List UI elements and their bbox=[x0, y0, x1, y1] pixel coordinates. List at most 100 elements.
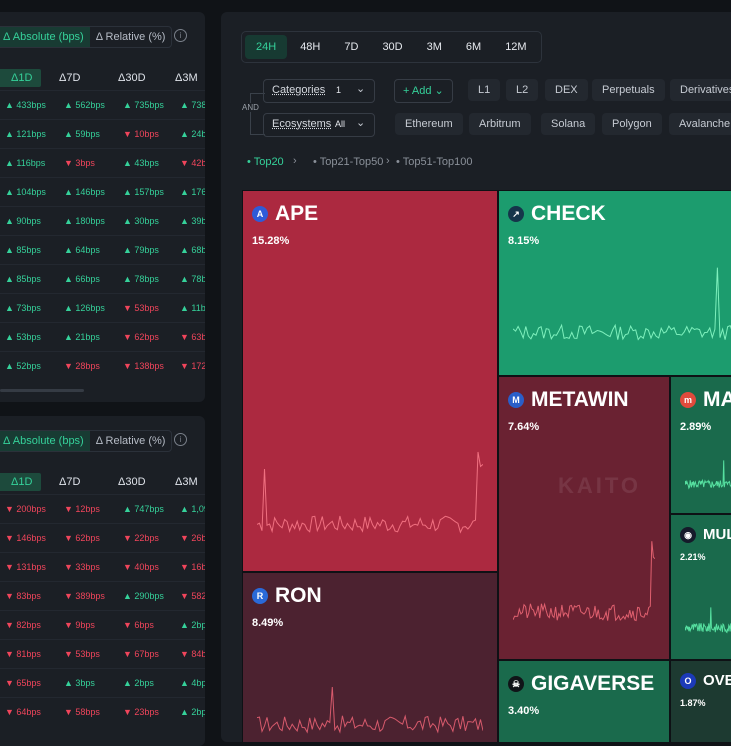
table-row: ▲ 104bps ▲ 146bps ▲ 157bps ▲ 176 bbox=[0, 177, 205, 207]
delta-cell: ▲ 126bps bbox=[64, 303, 105, 313]
category-chip-l1[interactable]: L1 bbox=[468, 79, 501, 101]
categories-count: 1 bbox=[336, 85, 342, 95]
column-header-3[interactable]: Δ3M bbox=[175, 476, 198, 488]
treemap-tile-check[interactable]: ↗ CHECK 8.15% bbox=[498, 190, 731, 376]
treemap-tile-gigaverse[interactable]: ☠ GIGAVERSE 3.40% bbox=[498, 660, 670, 742]
category-chip-l2[interactable]: L2 bbox=[506, 79, 539, 101]
delta-cell: ▲ 11b bbox=[180, 303, 205, 313]
delta-mode-toggle[interactable]: Δ Absolute (bps) Δ Relative (%) bbox=[0, 430, 173, 452]
column-header-2[interactable]: Δ30D bbox=[118, 476, 146, 488]
treemap-tile-ron[interactable]: R RON 8.49% bbox=[242, 572, 498, 742]
info-icon[interactable]: i bbox=[174, 29, 187, 42]
delta-cell: ▼ 23bps bbox=[123, 707, 159, 717]
delta-mode-toggle[interactable]: Δ Absolute (bps) Δ Relative (%) bbox=[0, 26, 173, 48]
category-chip-derivatives[interactable]: Derivatives bbox=[670, 79, 731, 101]
gigaverse-icon: ☠ bbox=[508, 676, 524, 692]
absolute-bps-toggle[interactable]: Δ Absolute (bps) bbox=[0, 27, 90, 47]
info-icon[interactable]: i bbox=[174, 433, 187, 446]
column-header-0[interactable]: Δ1D bbox=[0, 473, 41, 491]
treemap-tile-ove[interactable]: O OVE 1.87% bbox=[670, 660, 731, 742]
ecosystem-chip-avalanche[interactable]: Avalanche bbox=[669, 113, 731, 135]
relative-pct-toggle[interactable]: Δ Relative (%) bbox=[95, 435, 166, 447]
chevron-right-icon: › bbox=[293, 155, 297, 167]
delta-cell: ▲ 78bps bbox=[123, 274, 159, 284]
ecosystem-chip-arbitrum[interactable]: Arbitrum bbox=[469, 113, 531, 135]
absolute-bps-toggle[interactable]: Δ Absolute (bps) bbox=[0, 431, 90, 451]
treemap-tile-ma[interactable]: m MA 2.89% bbox=[670, 376, 731, 514]
delta-cell: ▼ 6bps bbox=[123, 620, 154, 630]
timeframe-6m[interactable]: 6M bbox=[465, 41, 482, 53]
table-row: ▼ 146bps ▼ 62bps ▼ 22bps ▼ 26b bbox=[0, 523, 205, 553]
category-chip-dex[interactable]: DEX bbox=[545, 79, 588, 101]
delta-cell: ▲ 104bps bbox=[5, 187, 46, 197]
treemap-tile-ape[interactable]: A APE 15.28% bbox=[242, 190, 498, 572]
timeframe-12m[interactable]: 12M bbox=[505, 41, 527, 53]
ecosystems-dropdown[interactable]: Ecosystems All ⌄ bbox=[263, 113, 375, 137]
delta-cell: ▲ 52bps bbox=[5, 361, 41, 371]
table-row: ▲ 53bps ▲ 21bps ▼ 62bps ▼ 63b bbox=[0, 322, 205, 352]
ecosystems-value: All bbox=[335, 119, 346, 129]
ecosystem-chip-ethereum[interactable]: Ethereum bbox=[395, 113, 463, 135]
table-row: ▼ 65bps ▲ 3bps ▲ 2bps ▲ 4bp bbox=[0, 668, 205, 698]
timeframe-7d[interactable]: 7D bbox=[344, 41, 359, 53]
delta-cell: ▼ 82bps bbox=[5, 620, 41, 630]
column-header-1[interactable]: Δ7D bbox=[59, 72, 81, 84]
delta-cell: ▲ 290bps bbox=[123, 591, 164, 601]
delta-cell: ▲ 90bps bbox=[5, 216, 41, 226]
delta-cell: ▼ 16b bbox=[180, 562, 205, 572]
ecosystem-chip-solana[interactable]: Solana bbox=[541, 113, 596, 135]
mindshare-delta-panel-top: Δ Absolute (bps) Δ Relative (%) i Δ1D Δ7D… bbox=[0, 12, 205, 402]
mindshare-percent: 8.49% bbox=[252, 617, 284, 629]
delta-cell: ▼ 200bps bbox=[5, 504, 46, 514]
table-row: ▲ 85bps ▲ 66bps ▲ 78bps ▲ 78b bbox=[0, 264, 205, 294]
tier-tab-top51-top100[interactable]: • Top51-Top100 bbox=[396, 156, 473, 168]
treemap-tile-metawin[interactable]: M METAWIN 7.64% bbox=[498, 376, 670, 660]
delta-cell: ▼ 53bps bbox=[64, 649, 100, 659]
delta-cell: ▼ 26b bbox=[180, 533, 205, 543]
tier-tab-top20[interactable]: • Top20 bbox=[247, 156, 284, 168]
column-header-0[interactable]: Δ1D bbox=[0, 69, 41, 87]
mindshare-sparkline bbox=[685, 460, 731, 490]
table-row: ▼ 131bps ▼ 33bps ▼ 40bps ▼ 16b bbox=[0, 552, 205, 582]
ecosystem-chip-polygon[interactable]: Polygon bbox=[602, 113, 662, 135]
ecosystems-label: Ecosystems bbox=[272, 118, 332, 130]
column-header-3[interactable]: Δ3M bbox=[175, 72, 198, 84]
delta-cell: ▼ 67bps bbox=[123, 649, 159, 659]
timeframe-24h[interactable]: 24H bbox=[245, 35, 288, 59]
token-name: METAWIN bbox=[531, 388, 629, 411]
category-chip-perpetuals[interactable]: Perpetuals bbox=[592, 79, 665, 101]
delta-cell: ▼ 3bps bbox=[64, 158, 95, 168]
delta-cell: ▲ 3bps bbox=[64, 678, 95, 688]
delta-cell: ▼ 40bps bbox=[123, 562, 159, 572]
table-row: ▲ 116bps ▼ 3bps ▲ 43bps ▼ 42b bbox=[0, 148, 205, 178]
column-header-1[interactable]: Δ7D bbox=[59, 476, 81, 488]
table-row: ▲ 433bps ▲ 562bps ▲ 735bps ▲ 738 bbox=[0, 90, 205, 120]
table-row: ▼ 64bps ▼ 58bps ▼ 23bps ▲ 2bp bbox=[0, 697, 205, 727]
delta-cell: ▼ 131bps bbox=[5, 562, 46, 572]
delta-cell: ▼ 582 bbox=[180, 591, 205, 601]
mul-icon: ◉ bbox=[680, 527, 696, 543]
timeframe-48h[interactable]: 48H bbox=[300, 41, 321, 53]
token-name: GIGAVERSE bbox=[531, 672, 655, 695]
delta-cell: ▲ 85bps bbox=[5, 245, 41, 255]
categories-dropdown[interactable]: Categories 1 ⌄ bbox=[263, 79, 375, 103]
timeframe-3m[interactable]: 3M bbox=[426, 41, 442, 53]
relative-pct-toggle[interactable]: Δ Relative (%) bbox=[95, 31, 166, 43]
add-filter-button[interactable]: + Add ⌄ bbox=[394, 79, 453, 103]
metawin-icon: M bbox=[508, 392, 524, 408]
tier-tab-top21-top50[interactable]: • Top21-Top50 bbox=[313, 156, 384, 168]
token-name: MUL bbox=[703, 526, 731, 543]
table-row: ▲ 121bps ▲ 59bps ▼ 10bps ▲ 24b bbox=[0, 119, 205, 149]
watermark-logo: KAITO bbox=[558, 473, 642, 498]
delta-cell: ▲ 747bps bbox=[123, 504, 164, 514]
timeframe-30d[interactable]: 30D bbox=[382, 41, 403, 53]
delta-cell: ▼ 58bps bbox=[64, 707, 100, 717]
column-header-2[interactable]: Δ30D bbox=[118, 72, 146, 84]
mindshare-sparkline bbox=[257, 686, 483, 734]
chevron-right-icon: › bbox=[386, 155, 390, 167]
treemap-tile-mul[interactable]: ◉ MUL 2.21% bbox=[670, 514, 731, 660]
delta-cell: ▼ 33bps bbox=[64, 562, 100, 572]
categories-label: Categories bbox=[272, 84, 326, 96]
delta-cell: ▼ 84b bbox=[180, 649, 205, 659]
horizontal-scrollbar[interactable] bbox=[0, 389, 84, 392]
